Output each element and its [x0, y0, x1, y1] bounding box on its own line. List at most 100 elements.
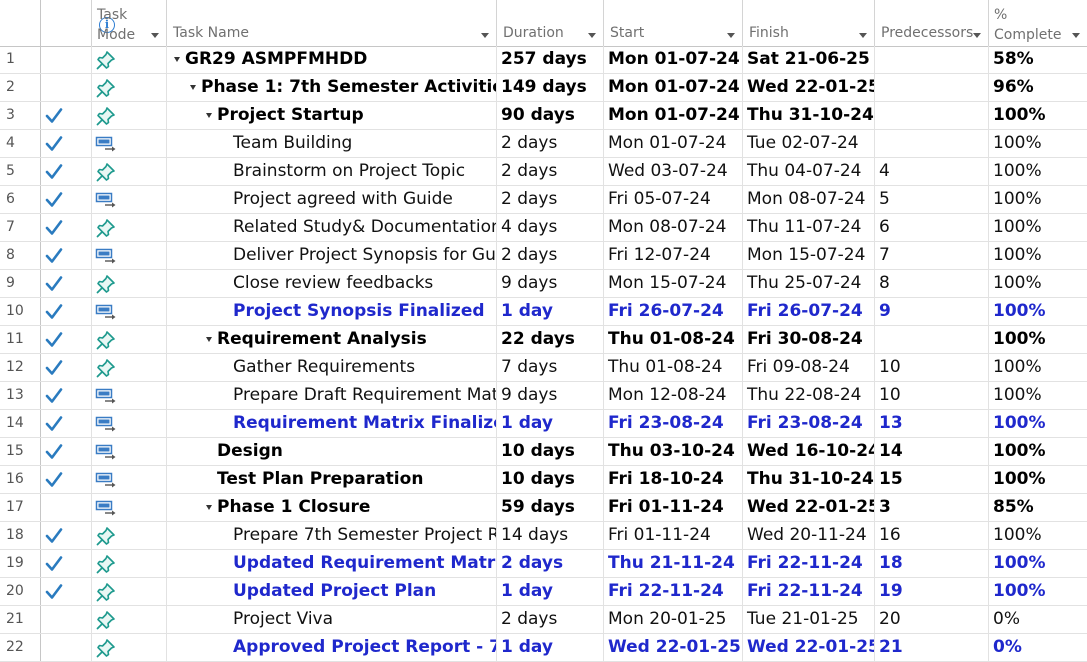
table-row[interactable]: 4 Team Building 2 days Mon 01-07-24 Tue 02-0…	[0, 130, 1087, 158]
duration-cell[interactable]: 90 days	[497, 102, 604, 129]
finish-cell[interactable]: Wed 20-11-24	[743, 522, 875, 549]
start-cell[interactable]: Mon 12-08-24	[604, 382, 743, 409]
task-mode-cell[interactable]	[92, 410, 167, 437]
duration-cell[interactable]: 1 day	[497, 410, 604, 437]
percent-complete-cell[interactable]: 85%	[993, 497, 1034, 517]
percent-complete-cell[interactable]: 0%	[993, 609, 1020, 629]
indicators-cell[interactable]	[41, 298, 92, 325]
chevron-down-icon[interactable]	[973, 33, 981, 38]
row-id-cell[interactable]: 4	[0, 130, 41, 157]
task-mode-cell[interactable]	[92, 242, 167, 269]
start-cell[interactable]: Thu 21-11-24	[604, 550, 743, 577]
start-cell[interactable]: Thu 01-08-24	[604, 354, 743, 381]
duration-cell[interactable]: 14 days	[497, 522, 604, 549]
task-name-cell[interactable]: Test Plan Preparation	[167, 466, 497, 493]
row-id-cell[interactable]: 10	[0, 298, 41, 325]
row-id-cell[interactable]: 7	[0, 214, 41, 241]
percent-complete-cell[interactable]: 100%	[993, 217, 1042, 237]
indicators-cell[interactable]	[41, 466, 92, 493]
finish-cell[interactable]: Fri 23-08-24	[743, 410, 875, 437]
duration-cell[interactable]: 4 days	[497, 214, 604, 241]
predecessors-cell[interactable]	[875, 130, 989, 157]
duration-cell[interactable]: 2 days	[497, 606, 604, 633]
row-id-cell[interactable]: 21	[0, 606, 41, 633]
predecessors-cell[interactable]: 20	[875, 606, 989, 633]
finish-cell[interactable]: Thu 25-07-24	[743, 270, 875, 297]
start-cell[interactable]: Mon 08-07-24	[604, 214, 743, 241]
task-name-cell[interactable]: Brainstorm on Project Topic	[167, 158, 497, 185]
table-row[interactable]: 16 Test Plan Preparation 10 days Fri 18-10-…	[0, 466, 1087, 494]
task-name-cell[interactable]: Phase 1: 7th Semester Activities	[167, 74, 497, 101]
indicators-cell[interactable]	[41, 270, 92, 297]
predecessors-cell[interactable]	[875, 326, 989, 353]
percent-complete-cell[interactable]: 100%	[993, 189, 1042, 209]
task-mode-cell[interactable]	[92, 438, 167, 465]
task-mode-cell[interactable]	[92, 130, 167, 157]
duration-cell[interactable]: 9 days	[497, 270, 604, 297]
percent-complete-cell[interactable]: 100%	[993, 581, 1046, 601]
indicators-cell[interactable]	[41, 634, 92, 661]
finish-cell[interactable]: Wed 22-01-25	[743, 634, 875, 661]
predecessors-cell[interactable]: 10	[875, 382, 989, 409]
task-mode-cell[interactable]	[92, 186, 167, 213]
indicators-cell[interactable]	[41, 606, 92, 633]
table-row[interactable]: 13 Prepare Draft Requirement Matrix 9 days…	[0, 382, 1087, 410]
table-row[interactable]: 6 Project agreed with Guide 2 days Fri 05-0…	[0, 186, 1087, 214]
task-name-cell[interactable]: Design	[167, 438, 497, 465]
predecessors-cell[interactable]: 7	[875, 242, 989, 269]
duration-cell[interactable]: 10 days	[497, 438, 604, 465]
task-name-cell[interactable]: Project agreed with Guide	[167, 186, 497, 213]
task-mode-cell[interactable]	[92, 606, 167, 633]
column-header-start[interactable]: Start	[604, 0, 743, 46]
start-cell[interactable]: Thu 01-08-24	[604, 326, 743, 353]
task-mode-cell[interactable]	[92, 158, 167, 185]
row-id-cell[interactable]: 18	[0, 522, 41, 549]
task-mode-cell[interactable]	[92, 382, 167, 409]
start-cell[interactable]: Fri 23-08-24	[604, 410, 743, 437]
table-row[interactable]: 14 Requirement Matrix Finalized 1 day Fri 2…	[0, 410, 1087, 438]
start-cell[interactable]: Thu 03-10-24	[604, 438, 743, 465]
indicators-cell[interactable]	[41, 242, 92, 269]
predecessors-cell[interactable]: 5	[875, 186, 989, 213]
percent-complete-cell[interactable]: 100%	[993, 245, 1042, 265]
task-mode-cell[interactable]	[92, 578, 167, 605]
indicators-cell[interactable]	[41, 214, 92, 241]
duration-cell[interactable]: 7 days	[497, 354, 604, 381]
row-id-cell[interactable]: 11	[0, 326, 41, 353]
duration-cell[interactable]: 257 days	[497, 46, 604, 73]
indicators-cell[interactable]	[41, 578, 92, 605]
select-all-corner[interactable]	[0, 0, 41, 46]
percent-complete-cell[interactable]: 100%	[993, 329, 1046, 349]
indicators-cell[interactable]	[41, 522, 92, 549]
task-name-cell[interactable]: Project Startup	[167, 102, 497, 129]
task-name-cell[interactable]: Deliver Project Synopsis for Guid	[167, 242, 497, 269]
predecessors-cell[interactable]: 16	[875, 522, 989, 549]
task-mode-cell[interactable]	[92, 354, 167, 381]
finish-cell[interactable]: Fri 26-07-24	[743, 298, 875, 325]
indicators-cell[interactable]	[41, 74, 92, 101]
start-cell[interactable]: Mon 20-01-25	[604, 606, 743, 633]
start-cell[interactable]: Mon 01-07-24	[604, 130, 743, 157]
task-mode-cell[interactable]	[92, 74, 167, 101]
finish-cell[interactable]: Fri 30-08-24	[743, 326, 875, 353]
table-row[interactable]: 5 Brainstorm on Project Topic 2 days Wed 03…	[0, 158, 1087, 186]
task-name-cell[interactable]: GR29 ASMPFMHDD	[167, 46, 497, 73]
predecessors-cell[interactable]: 18	[875, 550, 989, 577]
predecessors-cell[interactable]: 10	[875, 354, 989, 381]
percent-complete-cell[interactable]: 100%	[993, 133, 1042, 153]
predecessors-cell[interactable]: 15	[875, 466, 989, 493]
table-row[interactable]: 19 Updated Requirement Matrix 2 days Thu 21…	[0, 550, 1087, 578]
percent-complete-cell[interactable]: 100%	[993, 385, 1042, 405]
percent-complete-cell[interactable]: 100%	[993, 357, 1042, 377]
duration-cell[interactable]: 2 days	[497, 158, 604, 185]
task-mode-cell[interactable]	[92, 326, 167, 353]
finish-cell[interactable]: Thu 22-08-24	[743, 382, 875, 409]
duration-cell[interactable]: 2 days	[497, 242, 604, 269]
task-name-cell[interactable]: Project Synopsis Finalized	[167, 298, 497, 325]
percent-complete-cell[interactable]: 100%	[993, 301, 1046, 321]
task-mode-cell[interactable]	[92, 522, 167, 549]
row-id-cell[interactable]: 1	[0, 46, 41, 73]
task-name-cell[interactable]: Prepare Draft Requirement Matrix	[167, 382, 497, 409]
indicators-cell[interactable]	[41, 354, 92, 381]
row-id-cell[interactable]: 14	[0, 410, 41, 437]
